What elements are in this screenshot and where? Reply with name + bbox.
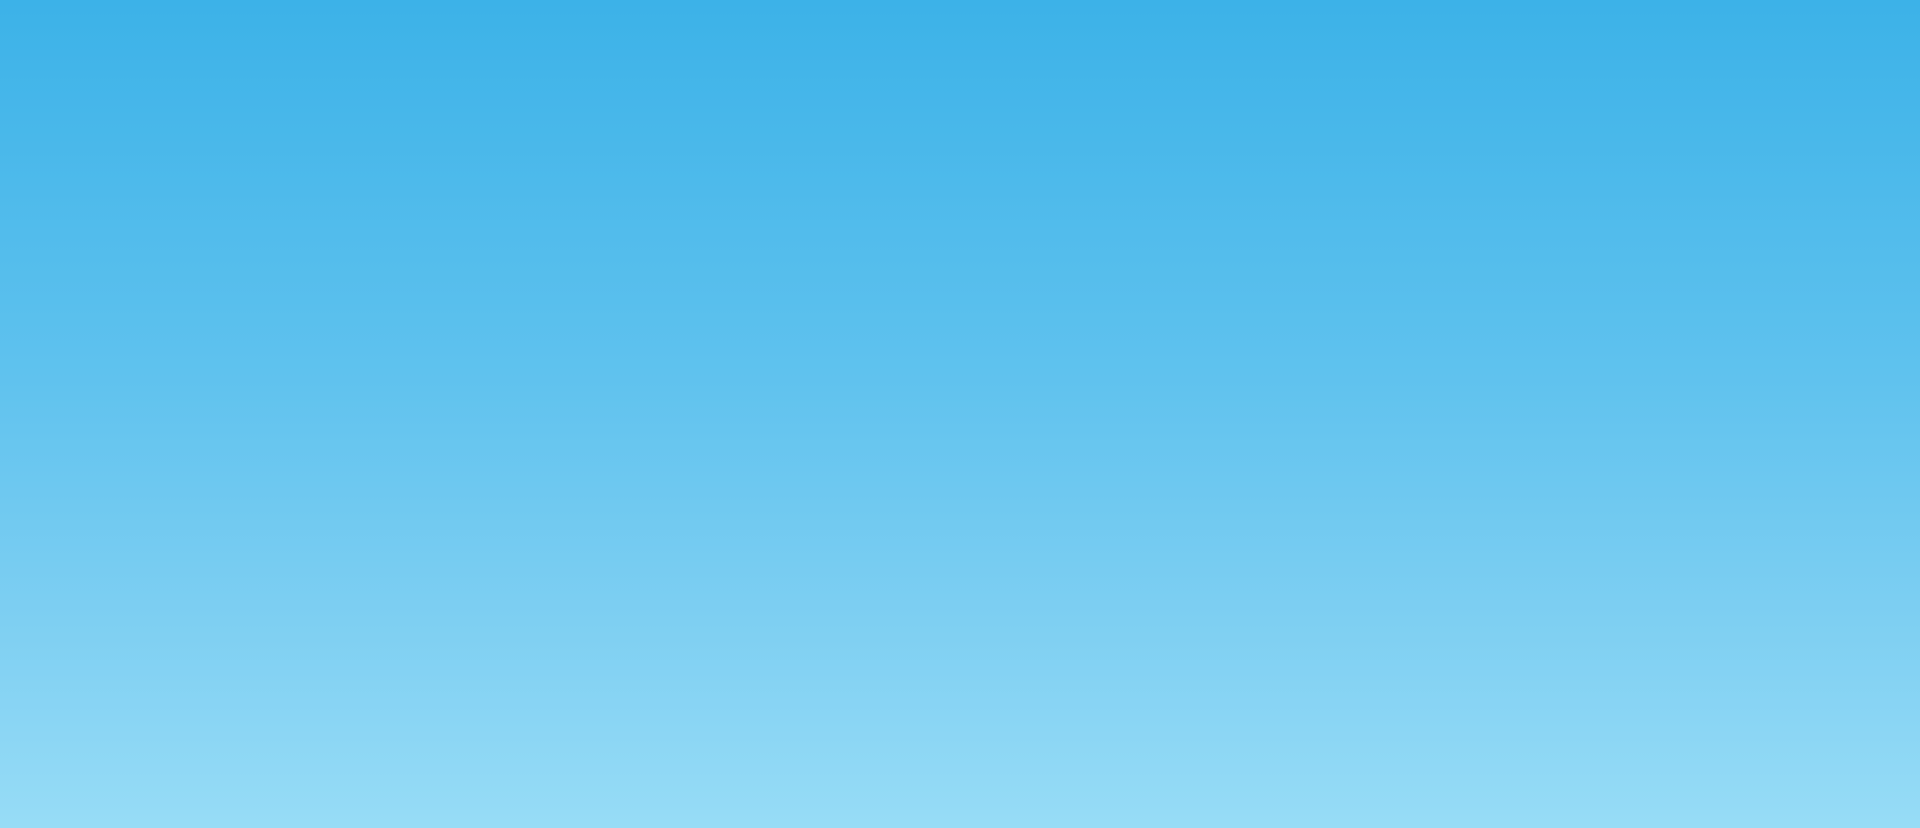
spectrum-chart (0, 0, 1920, 828)
poster (0, 0, 1920, 828)
